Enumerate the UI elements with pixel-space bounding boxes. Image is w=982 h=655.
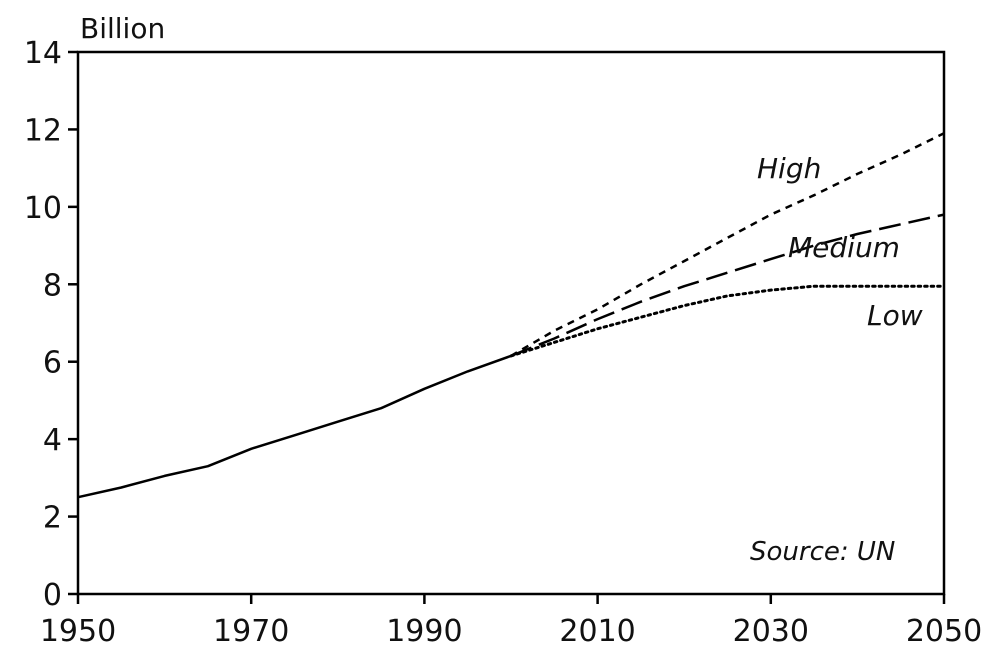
x-tick-label: 2010 [559,614,635,649]
y-axis-unit-label: Billion [80,12,165,45]
source-annotation: Source: UN [750,537,895,567]
series-label-high: High [757,152,821,185]
y-tick-label: 12 [24,113,62,148]
y-tick-label: 2 [43,501,62,536]
y-tick-label: 10 [24,191,62,226]
x-tick-label: 2050 [906,614,982,649]
y-tick-label: 14 [24,36,62,71]
chart-labels: Billion High Medium Low Source: UN [80,12,923,567]
x-tick-label: 1970 [213,614,289,649]
y-tick-label: 6 [43,346,62,381]
series-label-medium: Medium [788,231,900,264]
y-tick-label: 4 [43,423,62,458]
series-line-historical [78,356,511,497]
x-tick-label: 1990 [386,614,462,649]
x-tick-label: 1950 [40,614,116,649]
y-tick-label: 8 [43,268,62,303]
series-label-low: Low [867,299,923,332]
x-tick-label: 2030 [733,614,809,649]
series-lines [78,133,944,497]
plot-frame [78,52,944,594]
y-tick-label: 0 [43,578,62,613]
